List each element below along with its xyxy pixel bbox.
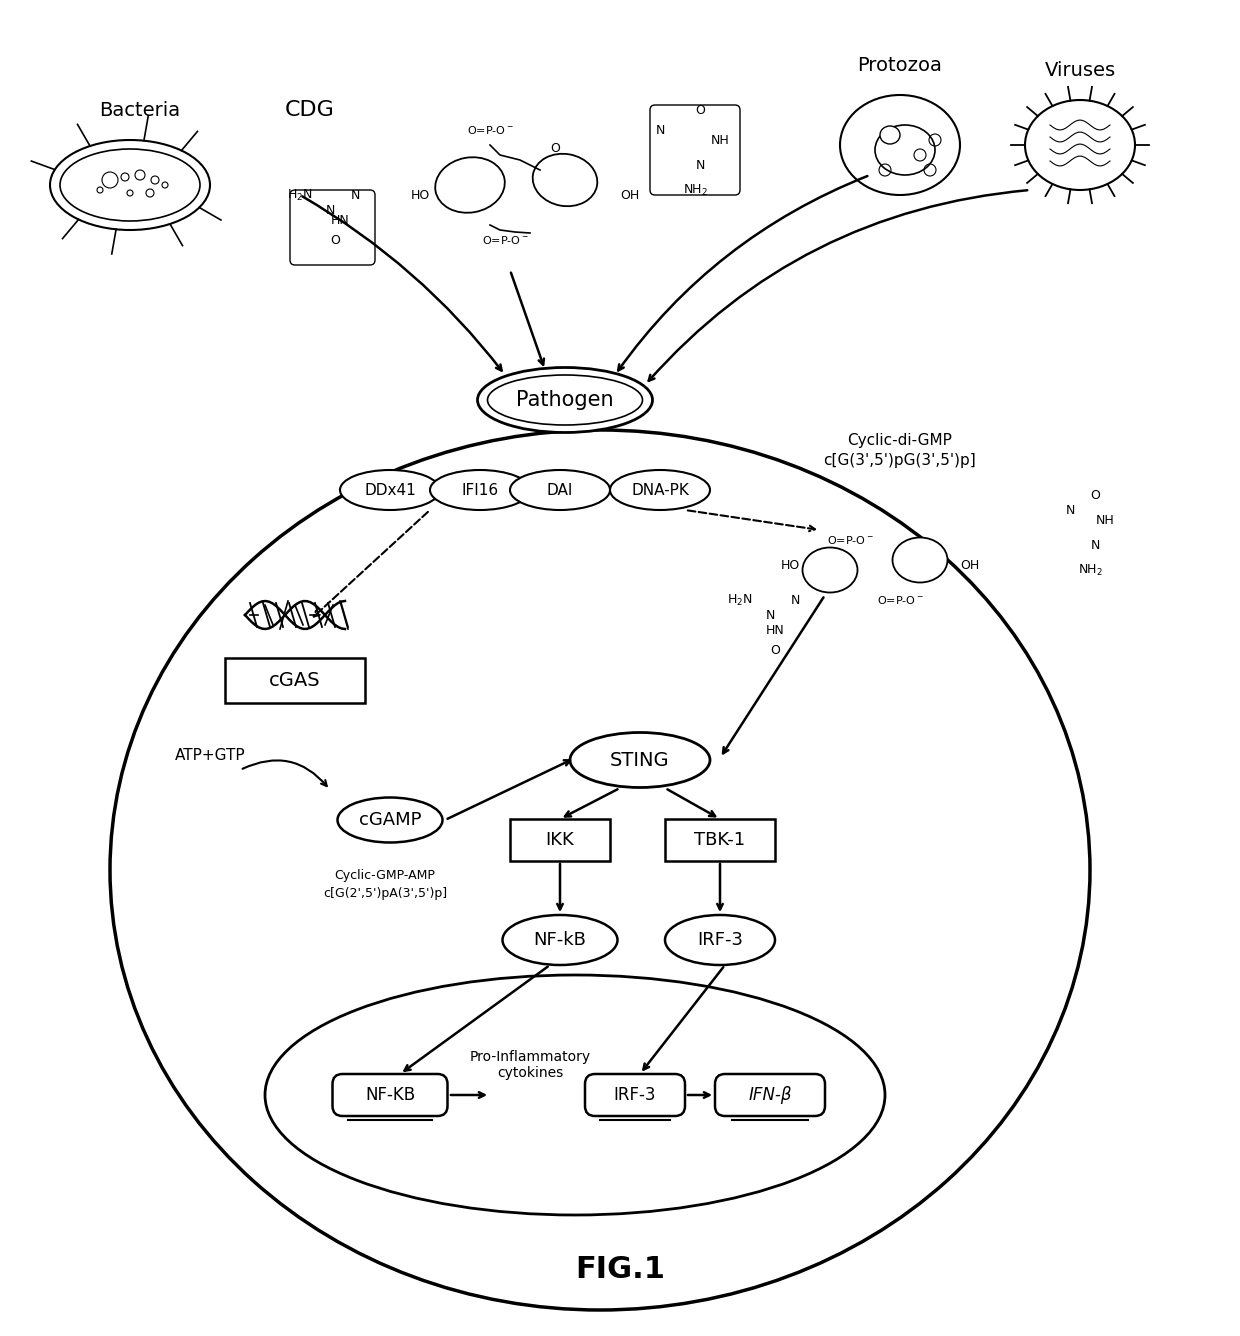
Text: OH: OH bbox=[960, 558, 980, 572]
FancyBboxPatch shape bbox=[585, 1074, 684, 1116]
Ellipse shape bbox=[340, 470, 440, 510]
Ellipse shape bbox=[477, 367, 652, 433]
Text: STING: STING bbox=[610, 751, 670, 770]
Ellipse shape bbox=[487, 375, 642, 425]
Text: HO: HO bbox=[410, 188, 429, 202]
Ellipse shape bbox=[265, 975, 885, 1214]
Text: DDx41: DDx41 bbox=[365, 482, 415, 497]
Ellipse shape bbox=[880, 126, 900, 144]
Ellipse shape bbox=[893, 537, 947, 582]
Text: NF-KB: NF-KB bbox=[365, 1086, 415, 1104]
Text: c[G(2',5')pA(3',5')p]: c[G(2',5')pA(3',5')p] bbox=[322, 887, 448, 899]
Text: NH: NH bbox=[1096, 513, 1115, 526]
FancyBboxPatch shape bbox=[224, 657, 365, 703]
Ellipse shape bbox=[435, 158, 505, 212]
Text: Bacteria: Bacteria bbox=[99, 100, 181, 119]
FancyBboxPatch shape bbox=[332, 1074, 448, 1116]
Ellipse shape bbox=[50, 140, 210, 230]
Ellipse shape bbox=[839, 95, 960, 195]
Text: H$_2$N: H$_2$N bbox=[288, 187, 312, 203]
Text: N: N bbox=[351, 188, 360, 202]
Ellipse shape bbox=[610, 470, 711, 510]
Text: ATP+GTP: ATP+GTP bbox=[175, 748, 246, 763]
Text: O=P-O$^-$: O=P-O$^-$ bbox=[877, 595, 924, 607]
Ellipse shape bbox=[533, 154, 598, 206]
Text: HO: HO bbox=[780, 558, 800, 572]
Text: IFN-β: IFN-β bbox=[748, 1086, 792, 1104]
Ellipse shape bbox=[337, 798, 443, 843]
FancyBboxPatch shape bbox=[665, 819, 775, 860]
Text: Protozoa: Protozoa bbox=[858, 56, 942, 75]
Text: O=P-O$^-$: O=P-O$^-$ bbox=[466, 124, 513, 136]
Text: CDG: CDG bbox=[285, 100, 335, 120]
Text: N: N bbox=[655, 123, 665, 136]
Text: IFI16: IFI16 bbox=[461, 482, 498, 497]
Text: DNA-PK: DNA-PK bbox=[631, 482, 689, 497]
Text: HN: HN bbox=[765, 624, 785, 636]
Ellipse shape bbox=[430, 470, 529, 510]
Text: O: O bbox=[1090, 489, 1100, 501]
Text: NH: NH bbox=[711, 134, 729, 147]
Text: N: N bbox=[790, 593, 800, 607]
Text: O: O bbox=[330, 234, 340, 247]
FancyBboxPatch shape bbox=[715, 1074, 825, 1116]
FancyBboxPatch shape bbox=[510, 819, 610, 860]
Ellipse shape bbox=[60, 150, 200, 220]
Text: NH$_2$: NH$_2$ bbox=[1078, 562, 1102, 577]
Ellipse shape bbox=[510, 470, 610, 510]
Text: O=P-O$^-$: O=P-O$^-$ bbox=[481, 234, 528, 246]
Text: DAI: DAI bbox=[547, 482, 573, 497]
Text: N: N bbox=[765, 608, 775, 621]
Text: IRF-3: IRF-3 bbox=[697, 931, 743, 949]
Text: NF-kB: NF-kB bbox=[533, 931, 587, 949]
Text: OH: OH bbox=[620, 188, 640, 202]
Text: N: N bbox=[696, 159, 704, 171]
Text: O: O bbox=[770, 644, 780, 656]
Text: Cyclic-di-GMP: Cyclic-di-GMP bbox=[848, 433, 952, 448]
Ellipse shape bbox=[502, 915, 618, 965]
Text: H$_2$N: H$_2$N bbox=[727, 592, 753, 608]
Ellipse shape bbox=[570, 732, 711, 787]
Text: O: O bbox=[551, 142, 560, 155]
Ellipse shape bbox=[875, 126, 935, 175]
Text: IRF-3: IRF-3 bbox=[614, 1086, 656, 1104]
Text: IKK: IKK bbox=[546, 831, 574, 848]
Text: cGAS: cGAS bbox=[269, 671, 321, 689]
Ellipse shape bbox=[110, 430, 1090, 1311]
Text: N: N bbox=[325, 203, 335, 216]
Ellipse shape bbox=[1025, 100, 1135, 190]
Text: Cyclic-GMP-AMP: Cyclic-GMP-AMP bbox=[335, 868, 435, 882]
Text: HN: HN bbox=[331, 214, 350, 227]
Text: Pro-Inflammatory
cytokines: Pro-Inflammatory cytokines bbox=[470, 1050, 590, 1079]
Text: cGAMP: cGAMP bbox=[358, 811, 422, 830]
Text: TBK-1: TBK-1 bbox=[694, 831, 745, 848]
Text: O=P-O$^-$: O=P-O$^-$ bbox=[827, 534, 873, 546]
Text: N: N bbox=[1090, 538, 1100, 552]
Text: N: N bbox=[1065, 504, 1075, 517]
Text: NH$_2$: NH$_2$ bbox=[682, 183, 708, 198]
Text: c[G(3',5')pG(3',5')p]: c[G(3',5')pG(3',5')p] bbox=[823, 453, 976, 468]
Text: FIG.1: FIG.1 bbox=[575, 1256, 665, 1284]
Text: O: O bbox=[696, 103, 704, 116]
Text: Pathogen: Pathogen bbox=[516, 390, 614, 410]
Ellipse shape bbox=[665, 915, 775, 965]
Text: Viruses: Viruses bbox=[1044, 60, 1116, 80]
Ellipse shape bbox=[802, 548, 858, 592]
